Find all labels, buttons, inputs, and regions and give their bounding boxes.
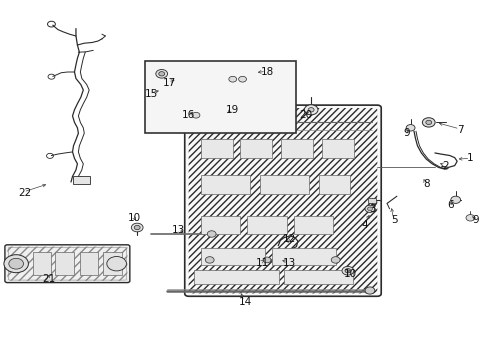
Text: 15: 15 <box>145 89 159 99</box>
Circle shape <box>331 257 340 263</box>
Bar <box>240 139 272 158</box>
Bar <box>272 248 336 265</box>
Text: 3: 3 <box>369 204 376 214</box>
Circle shape <box>207 231 216 237</box>
Text: 7: 7 <box>457 125 464 135</box>
Bar <box>322 139 354 158</box>
Circle shape <box>466 215 475 221</box>
Bar <box>318 175 350 194</box>
Circle shape <box>159 72 165 76</box>
Circle shape <box>263 257 271 263</box>
Circle shape <box>342 266 354 275</box>
Text: 12: 12 <box>282 234 296 244</box>
Text: 22: 22 <box>18 188 31 198</box>
Text: 9: 9 <box>403 128 410 138</box>
Text: 11: 11 <box>255 258 269 268</box>
Bar <box>145 61 296 133</box>
Text: 14: 14 <box>238 297 252 307</box>
Text: 4: 4 <box>362 220 368 230</box>
Text: 16: 16 <box>182 110 196 120</box>
Circle shape <box>451 196 461 203</box>
Circle shape <box>134 225 140 230</box>
Circle shape <box>368 207 372 211</box>
Bar <box>201 248 265 265</box>
Text: 20: 20 <box>300 110 313 120</box>
Text: 5: 5 <box>391 215 398 225</box>
Bar <box>55 252 74 275</box>
Text: 13: 13 <box>172 225 186 235</box>
FancyBboxPatch shape <box>185 105 381 296</box>
Bar <box>201 216 240 234</box>
Text: 13: 13 <box>282 258 296 268</box>
Text: 2: 2 <box>442 161 449 171</box>
Circle shape <box>406 125 415 131</box>
Text: 10: 10 <box>344 269 357 279</box>
Bar <box>201 175 250 194</box>
Bar <box>260 175 309 194</box>
Circle shape <box>345 269 351 273</box>
Bar <box>33 252 51 275</box>
Text: 8: 8 <box>423 179 430 189</box>
Circle shape <box>156 69 168 78</box>
Bar <box>73 176 90 184</box>
Bar <box>103 252 122 275</box>
Bar <box>294 216 333 234</box>
Circle shape <box>229 76 237 82</box>
Bar <box>194 270 279 284</box>
Text: 17: 17 <box>162 78 176 88</box>
Bar <box>368 198 376 203</box>
Circle shape <box>192 112 200 118</box>
Bar <box>281 139 313 158</box>
Circle shape <box>422 118 435 127</box>
Bar <box>284 270 353 284</box>
Circle shape <box>107 256 126 271</box>
FancyBboxPatch shape <box>5 245 130 283</box>
Bar <box>201 139 233 158</box>
Text: 19: 19 <box>226 105 240 115</box>
Circle shape <box>205 257 214 263</box>
Circle shape <box>239 76 246 82</box>
Bar <box>80 252 98 275</box>
Circle shape <box>131 223 143 232</box>
Circle shape <box>426 120 432 125</box>
Bar <box>247 216 287 234</box>
Circle shape <box>365 205 375 212</box>
Circle shape <box>4 255 28 273</box>
Circle shape <box>9 258 24 269</box>
Text: 10: 10 <box>128 213 141 223</box>
Circle shape <box>304 105 318 115</box>
Circle shape <box>365 287 375 294</box>
Text: 6: 6 <box>447 200 454 210</box>
Text: 21: 21 <box>42 274 56 284</box>
Text: 1: 1 <box>467 153 474 163</box>
Text: 9: 9 <box>472 215 479 225</box>
Circle shape <box>308 108 314 112</box>
Text: 18: 18 <box>260 67 274 77</box>
